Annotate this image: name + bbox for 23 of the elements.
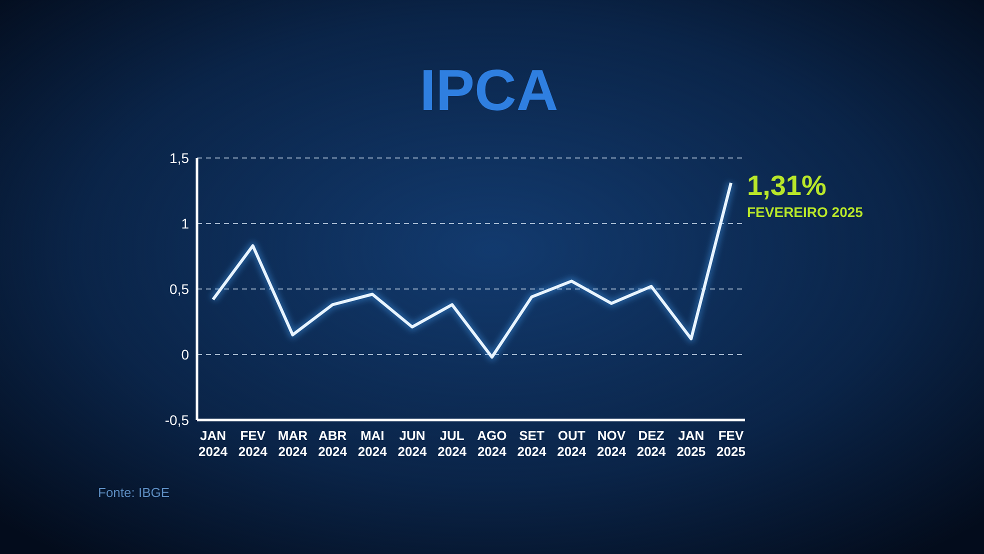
x-tick-label: FEV 2024 bbox=[238, 428, 268, 459]
x-tick-label: OUT 2024 bbox=[557, 428, 587, 459]
x-tick-label: JAN 2025 bbox=[676, 428, 706, 459]
x-tick-label: NOV 2024 bbox=[597, 428, 627, 459]
annotation: 1,31% bbox=[747, 170, 826, 201]
x-tick-label: ABR 2024 bbox=[318, 428, 348, 459]
text: FEVEREIRO 2025 bbox=[747, 204, 864, 220]
x-tick-label: JUL 2024 bbox=[438, 428, 468, 459]
y-tick-label: 0 bbox=[181, 346, 190, 362]
x-tick-label: FEV 2025 bbox=[716, 428, 746, 459]
chart-title: IPCA bbox=[420, 58, 558, 123]
x-tick-label: MAI 2024 bbox=[358, 428, 388, 459]
source-note: Fonte: IBGE bbox=[98, 485, 170, 500]
y-tick-label: 1 bbox=[181, 215, 190, 232]
y-tick-label: -0,5 bbox=[164, 412, 190, 428]
x-tick-label: DEZ 2024 bbox=[636, 428, 667, 459]
y-tick-label: 0,5 bbox=[170, 280, 190, 297]
x-tick-label: JUN 2024 bbox=[398, 428, 428, 459]
x-tick-label: JAN 2024 bbox=[198, 428, 228, 459]
x-tick-label: MAR 2024 bbox=[278, 428, 308, 459]
y-tick-label: 1,5 bbox=[170, 150, 190, 166]
x-tick-label: AGO 2024 bbox=[477, 428, 508, 459]
x-tick-label: SET 2024 bbox=[517, 428, 547, 459]
